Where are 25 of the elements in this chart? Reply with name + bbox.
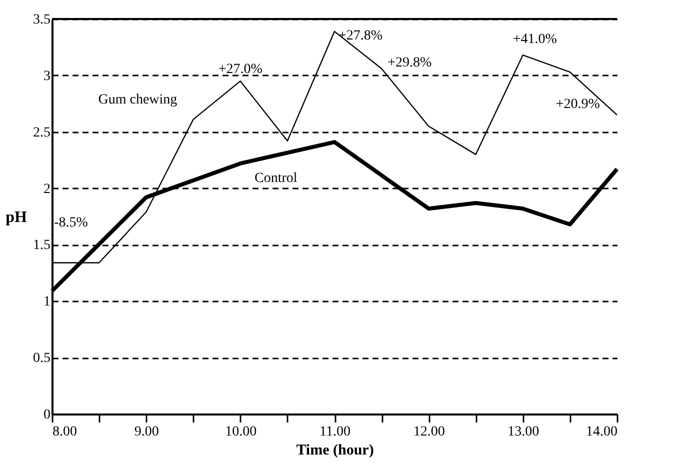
series-label: Gum chewing xyxy=(98,92,178,108)
annotation: +29.8% xyxy=(388,56,432,71)
x-tick-label: 14.00 xyxy=(586,424,618,440)
annotation: +27.8% xyxy=(338,28,383,44)
annotation: +41.0% xyxy=(512,32,558,48)
x-tick-label: 8.00 xyxy=(52,424,77,440)
y-tick-label: 3 xyxy=(44,68,50,84)
y-tick-label: 0.5 xyxy=(33,351,50,366)
y-tick-label: 1.5 xyxy=(33,238,50,254)
y-tick-label: 1 xyxy=(44,294,50,310)
x-tick-label: 12.00 xyxy=(413,424,445,440)
y-tick-label: 2.5 xyxy=(33,125,50,140)
annotation: -8.5% xyxy=(54,216,88,231)
y-tick-label: 2 xyxy=(44,182,50,197)
x-tick-label: 9.00 xyxy=(134,424,159,440)
x-axis-title: Time (hour) xyxy=(296,442,374,458)
x-tick-label: 13.00 xyxy=(508,424,540,440)
y-axis-title: pH xyxy=(6,209,28,226)
y-tick-label: 3.5 xyxy=(33,12,50,28)
annotation: +27.0% xyxy=(218,62,263,78)
y-tick-label: 0 xyxy=(44,408,50,422)
series-label: Control xyxy=(254,171,298,186)
annotation: +20.9% xyxy=(556,97,600,112)
x-tick-label: 10.00 xyxy=(225,424,257,440)
x-tick-label: 11.00 xyxy=(320,424,350,440)
